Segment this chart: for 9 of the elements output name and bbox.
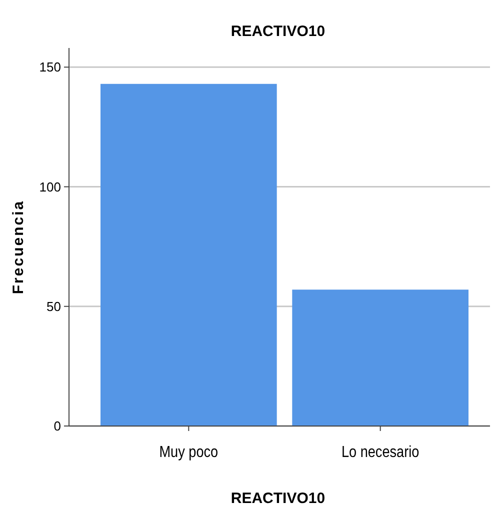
y-tick-label: 50 [46, 298, 61, 314]
y-tick-label: 150 [39, 60, 61, 75]
y-axis-title: Frecuencia [10, 200, 27, 294]
chart-title: REACTIVO10 [230, 23, 326, 40]
x-tick-label: Lo necesario [341, 444, 420, 462]
y-tick-label: 100 [39, 179, 61, 194]
x-tick-label: Muy poco [159, 444, 218, 462]
y-tick-label: 0 [54, 418, 61, 434]
x-axis-title: REACTIVO10 [230, 490, 326, 507]
